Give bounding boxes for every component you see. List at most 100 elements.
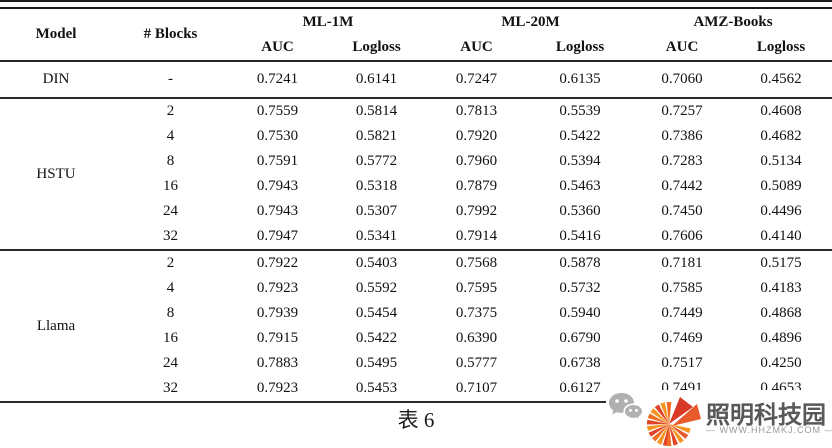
blocks-cell: 32 <box>163 228 178 245</box>
value-cell: 0.7960 <box>455 153 498 170</box>
value-cell: 0.7943 <box>256 203 299 220</box>
table-row: 4 0.7923 0.5592 0.7595 0.5732 0.7585 0.4… <box>0 276 832 301</box>
value-cell: 0.7947 <box>256 228 299 245</box>
col-header-logloss: Logloss <box>352 39 401 56</box>
value-cell: 0.7450 <box>661 203 703 220</box>
blocks-cell: - <box>168 71 173 88</box>
value-cell: 0.7939 <box>256 305 299 322</box>
value-cell: 0.5878 <box>559 255 601 272</box>
value-cell: 0.7530 <box>256 128 299 145</box>
value-cell: 0.7241 <box>256 71 299 88</box>
value-cell: 0.7247 <box>455 71 498 88</box>
watermark-brand-text: 照明科技园 <box>706 402 826 429</box>
col-header-auc: AUC <box>261 39 294 56</box>
blocks-cell: 8 <box>166 305 175 322</box>
group-header-ml20m: ML-20M <box>501 13 560 30</box>
value-cell: 0.7442 <box>661 178 703 195</box>
value-cell: 0.5592 <box>355 280 398 297</box>
value-cell: 0.5403 <box>355 255 398 272</box>
table-row: 16 0.7915 0.5422 0.6390 0.6790 0.7469 0.… <box>0 326 832 351</box>
wechat-chat-bubbles-icon <box>609 393 644 422</box>
table-row: 16 0.7943 0.5318 0.7879 0.5463 0.7442 0.… <box>0 174 832 199</box>
value-cell: 0.4250 <box>760 355 802 372</box>
value-cell: 0.7923 <box>256 380 299 397</box>
table-row: 24 0.7883 0.5495 0.5777 0.6738 0.7517 0.… <box>0 351 832 376</box>
value-cell: 0.5463 <box>559 178 601 195</box>
value-cell: 0.5422 <box>559 128 601 145</box>
value-cell: 0.7386 <box>661 128 703 145</box>
table-row: 24 0.7943 0.5307 0.7992 0.5360 0.7450 0.… <box>0 199 832 224</box>
value-cell: 0.4562 <box>760 71 802 88</box>
value-cell: 0.7469 <box>661 330 703 347</box>
value-cell: 0.4896 <box>760 330 802 347</box>
value-cell: 0.7879 <box>455 178 498 195</box>
group-header-amz-books: AMZ-Books <box>693 13 773 30</box>
table-caption: 表 6 <box>397 408 435 432</box>
value-cell: 0.7568 <box>455 255 498 272</box>
model-cell: HSTU <box>36 165 76 182</box>
value-cell: 0.7922 <box>256 255 299 272</box>
value-cell: 0.4682 <box>760 128 802 145</box>
value-cell: 0.5360 <box>559 203 601 220</box>
value-cell: 0.5772 <box>355 153 398 170</box>
watermark-site-text: — WWW.HHZMKJ.COM — <box>706 425 832 435</box>
value-cell: 0.7107 <box>455 380 498 397</box>
value-cell: 0.7375 <box>455 305 498 322</box>
value-cell: 0.7920 <box>455 128 498 145</box>
value-cell: 0.7915 <box>256 330 299 347</box>
table-row: DIN - 0.7241 0.6141 0.7247 0.6135 0.7060… <box>0 61 832 98</box>
starburst-rays-icon <box>646 397 701 447</box>
value-cell: 0.4868 <box>760 305 802 322</box>
value-cell: 0.5175 <box>760 255 802 272</box>
blocks-cell: 2 <box>166 103 175 120</box>
value-cell: 0.7257 <box>661 103 703 120</box>
blocks-cell: 32 <box>163 380 178 397</box>
value-cell: 0.6738 <box>559 355 601 372</box>
col-header-auc: AUC <box>665 39 699 56</box>
section-din: DIN - 0.7241 0.6141 0.7247 0.6135 0.7060… <box>0 61 832 98</box>
value-cell: 0.7060 <box>661 71 703 88</box>
col-header-model: Model <box>35 26 77 43</box>
blocks-cell: 16 <box>163 330 178 347</box>
value-cell: 0.5539 <box>559 103 601 120</box>
table-row: 32 0.7947 0.5341 0.7914 0.5416 0.7606 0.… <box>0 224 832 250</box>
value-cell: 0.7585 <box>661 280 703 297</box>
table-header: Model # Blocks ML-1M ML-20M AMZ-Books AU… <box>0 9 832 61</box>
value-cell: 0.7992 <box>455 203 498 220</box>
value-cell: 0.5732 <box>559 280 601 297</box>
value-cell: 0.7883 <box>256 355 299 372</box>
col-header-blocks: # Blocks <box>143 26 198 43</box>
value-cell: 0.5341 <box>355 228 398 245</box>
value-cell: 0.4183 <box>760 280 802 297</box>
results-table: Model # Blocks ML-1M ML-20M AMZ-Books AU… <box>0 9 832 403</box>
blocks-cell: 4 <box>166 280 175 297</box>
value-cell: 0.7914 <box>455 228 498 245</box>
blocks-cell: 8 <box>166 153 175 170</box>
table-row: 8 0.7939 0.5454 0.7375 0.5940 0.7449 0.4… <box>0 301 832 326</box>
blocks-cell: 24 <box>163 355 178 372</box>
value-cell: 0.6790 <box>559 330 601 347</box>
value-cell: 0.5495 <box>355 355 398 372</box>
value-cell: 0.5394 <box>559 153 601 170</box>
value-cell: 0.7181 <box>661 255 703 272</box>
blocks-cell: 16 <box>163 178 178 195</box>
value-cell: 0.7517 <box>661 355 703 372</box>
value-cell: 0.4140 <box>760 228 802 245</box>
table-row: Llama 2 0.7922 0.5403 0.7568 0.5878 0.71… <box>0 250 832 334</box>
col-header-auc: AUC <box>460 39 493 56</box>
table-row: 4 0.7530 0.5821 0.7920 0.5422 0.7386 0.4… <box>0 124 832 149</box>
value-cell: 0.7606 <box>661 228 703 245</box>
value-cell: 0.5454 <box>355 305 398 322</box>
value-cell: 0.7943 <box>256 178 299 195</box>
value-cell: 0.5821 <box>355 128 398 145</box>
value-cell: 0.5422 <box>355 330 398 347</box>
group-header-ml1m: ML-1M <box>302 13 354 30</box>
col-header-logloss: Logloss <box>555 39 605 56</box>
table-row: HSTU 2 0.7559 0.5814 0.7813 0.5539 0.725… <box>0 98 832 182</box>
value-cell: 0.6135 <box>559 71 601 88</box>
value-cell: 0.5940 <box>559 305 601 322</box>
value-cell: 0.6141 <box>355 71 398 88</box>
model-cell: DIN <box>42 71 70 88</box>
value-cell: 0.7813 <box>455 103 498 120</box>
